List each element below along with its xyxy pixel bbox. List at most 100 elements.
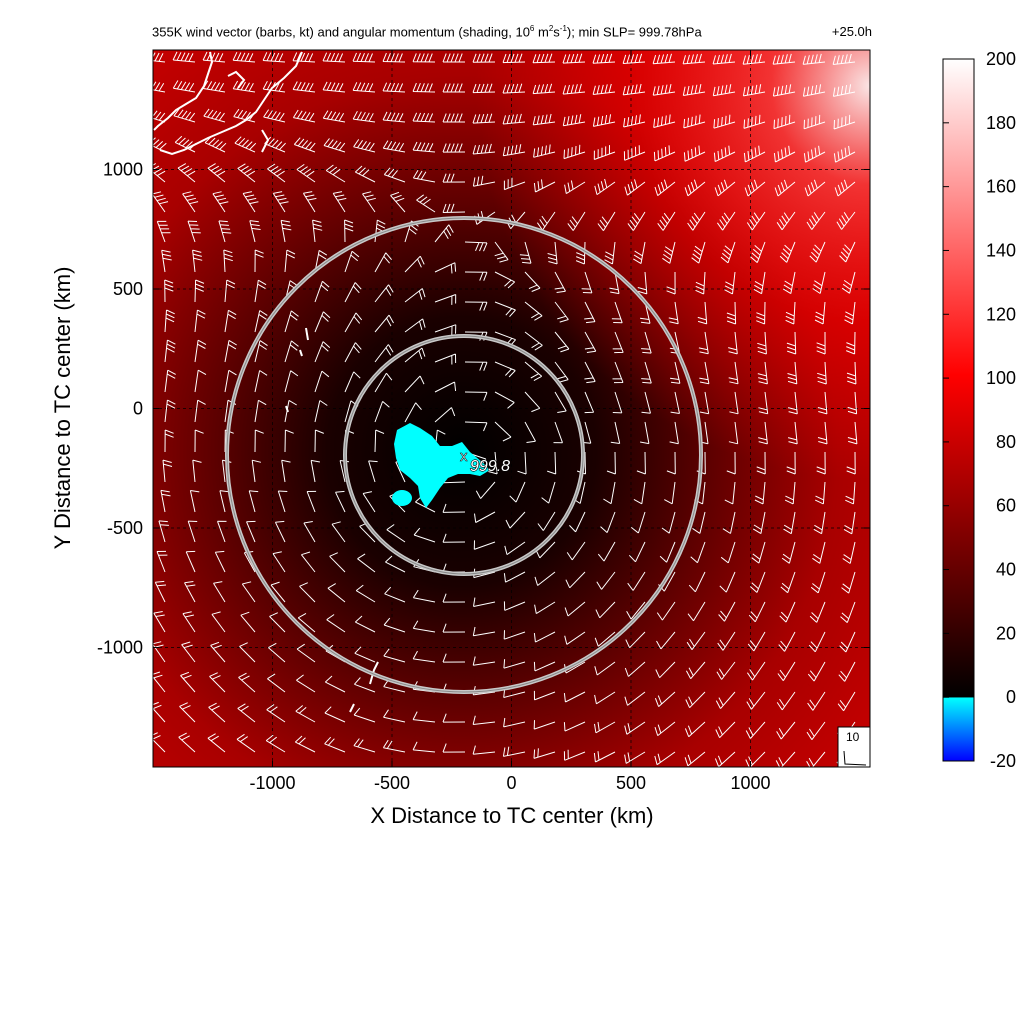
wind-barb	[609, 271, 620, 295]
wind-barb	[623, 145, 646, 161]
wind-barb	[742, 84, 766, 97]
wind-barb	[293, 137, 316, 153]
wind-barb	[584, 361, 596, 384]
wind-barb	[354, 646, 376, 663]
wind-barb	[344, 371, 361, 393]
wind-barb	[692, 511, 706, 534]
wind-barb	[533, 631, 556, 643]
wind-barb	[272, 551, 286, 573]
wind-barb	[161, 249, 172, 273]
wind-barb	[690, 541, 706, 564]
wind-barb	[385, 555, 406, 573]
wind-barb	[745, 751, 766, 767]
wind-barb	[687, 601, 706, 622]
wind-barb	[772, 84, 796, 97]
wind-barb	[833, 114, 856, 130]
y-tick-label: 500	[113, 279, 143, 299]
wind-barb	[292, 109, 316, 123]
wind-barb	[223, 249, 233, 273]
wind-barb	[524, 391, 541, 413]
wind-barb	[749, 571, 766, 593]
wind-barb	[207, 733, 226, 753]
wind-barb	[563, 749, 586, 761]
wind-barb	[254, 340, 268, 363]
wind-barb	[502, 746, 526, 757]
wind-barb	[209, 672, 226, 693]
wind-barb	[785, 301, 796, 325]
wind-barb	[160, 489, 171, 513]
wind-barb	[202, 51, 226, 63]
wind-barb	[806, 751, 826, 767]
wind-barb	[284, 310, 299, 333]
wind-barb	[187, 520, 198, 543]
wind-barb	[352, 110, 376, 123]
wind-barb	[695, 271, 706, 295]
wind-barb	[814, 481, 826, 505]
wind-barb	[817, 361, 827, 385]
wind-barb	[494, 241, 509, 263]
wind-barb	[224, 369, 237, 393]
wind-barb	[503, 717, 526, 728]
wind-barb	[374, 344, 394, 363]
wind-barb	[720, 541, 736, 564]
wind-barb	[268, 642, 286, 663]
wind-barb	[654, 751, 676, 766]
wind-barb	[382, 82, 406, 93]
min-slp-label: 999.8	[470, 458, 510, 475]
wind-barb	[592, 53, 616, 64]
wind-barb	[652, 53, 676, 65]
wind-barb	[653, 145, 676, 162]
wind-barb	[505, 211, 526, 230]
wind-barb	[746, 661, 766, 681]
wind-barb	[562, 53, 586, 64]
wind-barb	[503, 630, 526, 640]
wind-barb	[270, 581, 286, 603]
wind-barb	[442, 53, 465, 63]
wind-barb	[610, 421, 621, 444]
outer-circle-core	[226, 217, 702, 693]
wind-barb	[776, 211, 796, 231]
wind-barb	[717, 631, 736, 651]
wind-barb	[612, 361, 624, 384]
wind-barb	[726, 301, 737, 325]
wind-barb	[297, 612, 316, 633]
wind-barb	[806, 211, 826, 230]
wind-barb	[240, 611, 256, 633]
wind-barb	[464, 241, 488, 252]
wind-barb	[817, 421, 828, 445]
wind-barb	[324, 706, 346, 723]
wind-barb	[384, 586, 406, 603]
wind-barb	[627, 211, 646, 231]
wind-barb	[812, 541, 826, 564]
wind-barb	[802, 84, 826, 97]
wind-barb	[715, 721, 736, 739]
wind-barb	[584, 391, 595, 414]
wind-barb	[517, 451, 527, 475]
x-tick-label: 1000	[730, 773, 770, 793]
wind-barb	[412, 53, 436, 63]
wind-barb	[682, 53, 706, 65]
wind-barb	[488, 451, 498, 475]
wind-barb	[712, 84, 736, 97]
wind-barb	[464, 421, 488, 432]
wind-barb	[816, 331, 826, 355]
wind-barb	[292, 52, 316, 63]
wind-barb	[374, 314, 394, 333]
wind-barb	[584, 331, 597, 353]
wind-barb	[472, 656, 496, 666]
wind-barb	[653, 114, 676, 128]
wind-barb	[164, 279, 174, 303]
wind-barb	[442, 623, 466, 633]
wind-barb	[390, 191, 406, 213]
wind-barb	[553, 421, 563, 444]
wind-barb	[659, 541, 676, 563]
wind-barb	[327, 583, 346, 603]
wind-barb	[503, 177, 526, 191]
colorbar: -20 0 20 40 60 80 100 120 140 160 180 200	[942, 49, 1016, 771]
wind-barb	[612, 331, 624, 354]
wind-barb	[474, 511, 496, 523]
wind-barb	[715, 691, 736, 709]
wind-barb	[416, 194, 436, 213]
wind-barb	[354, 677, 376, 693]
wind-barb	[208, 702, 226, 723]
